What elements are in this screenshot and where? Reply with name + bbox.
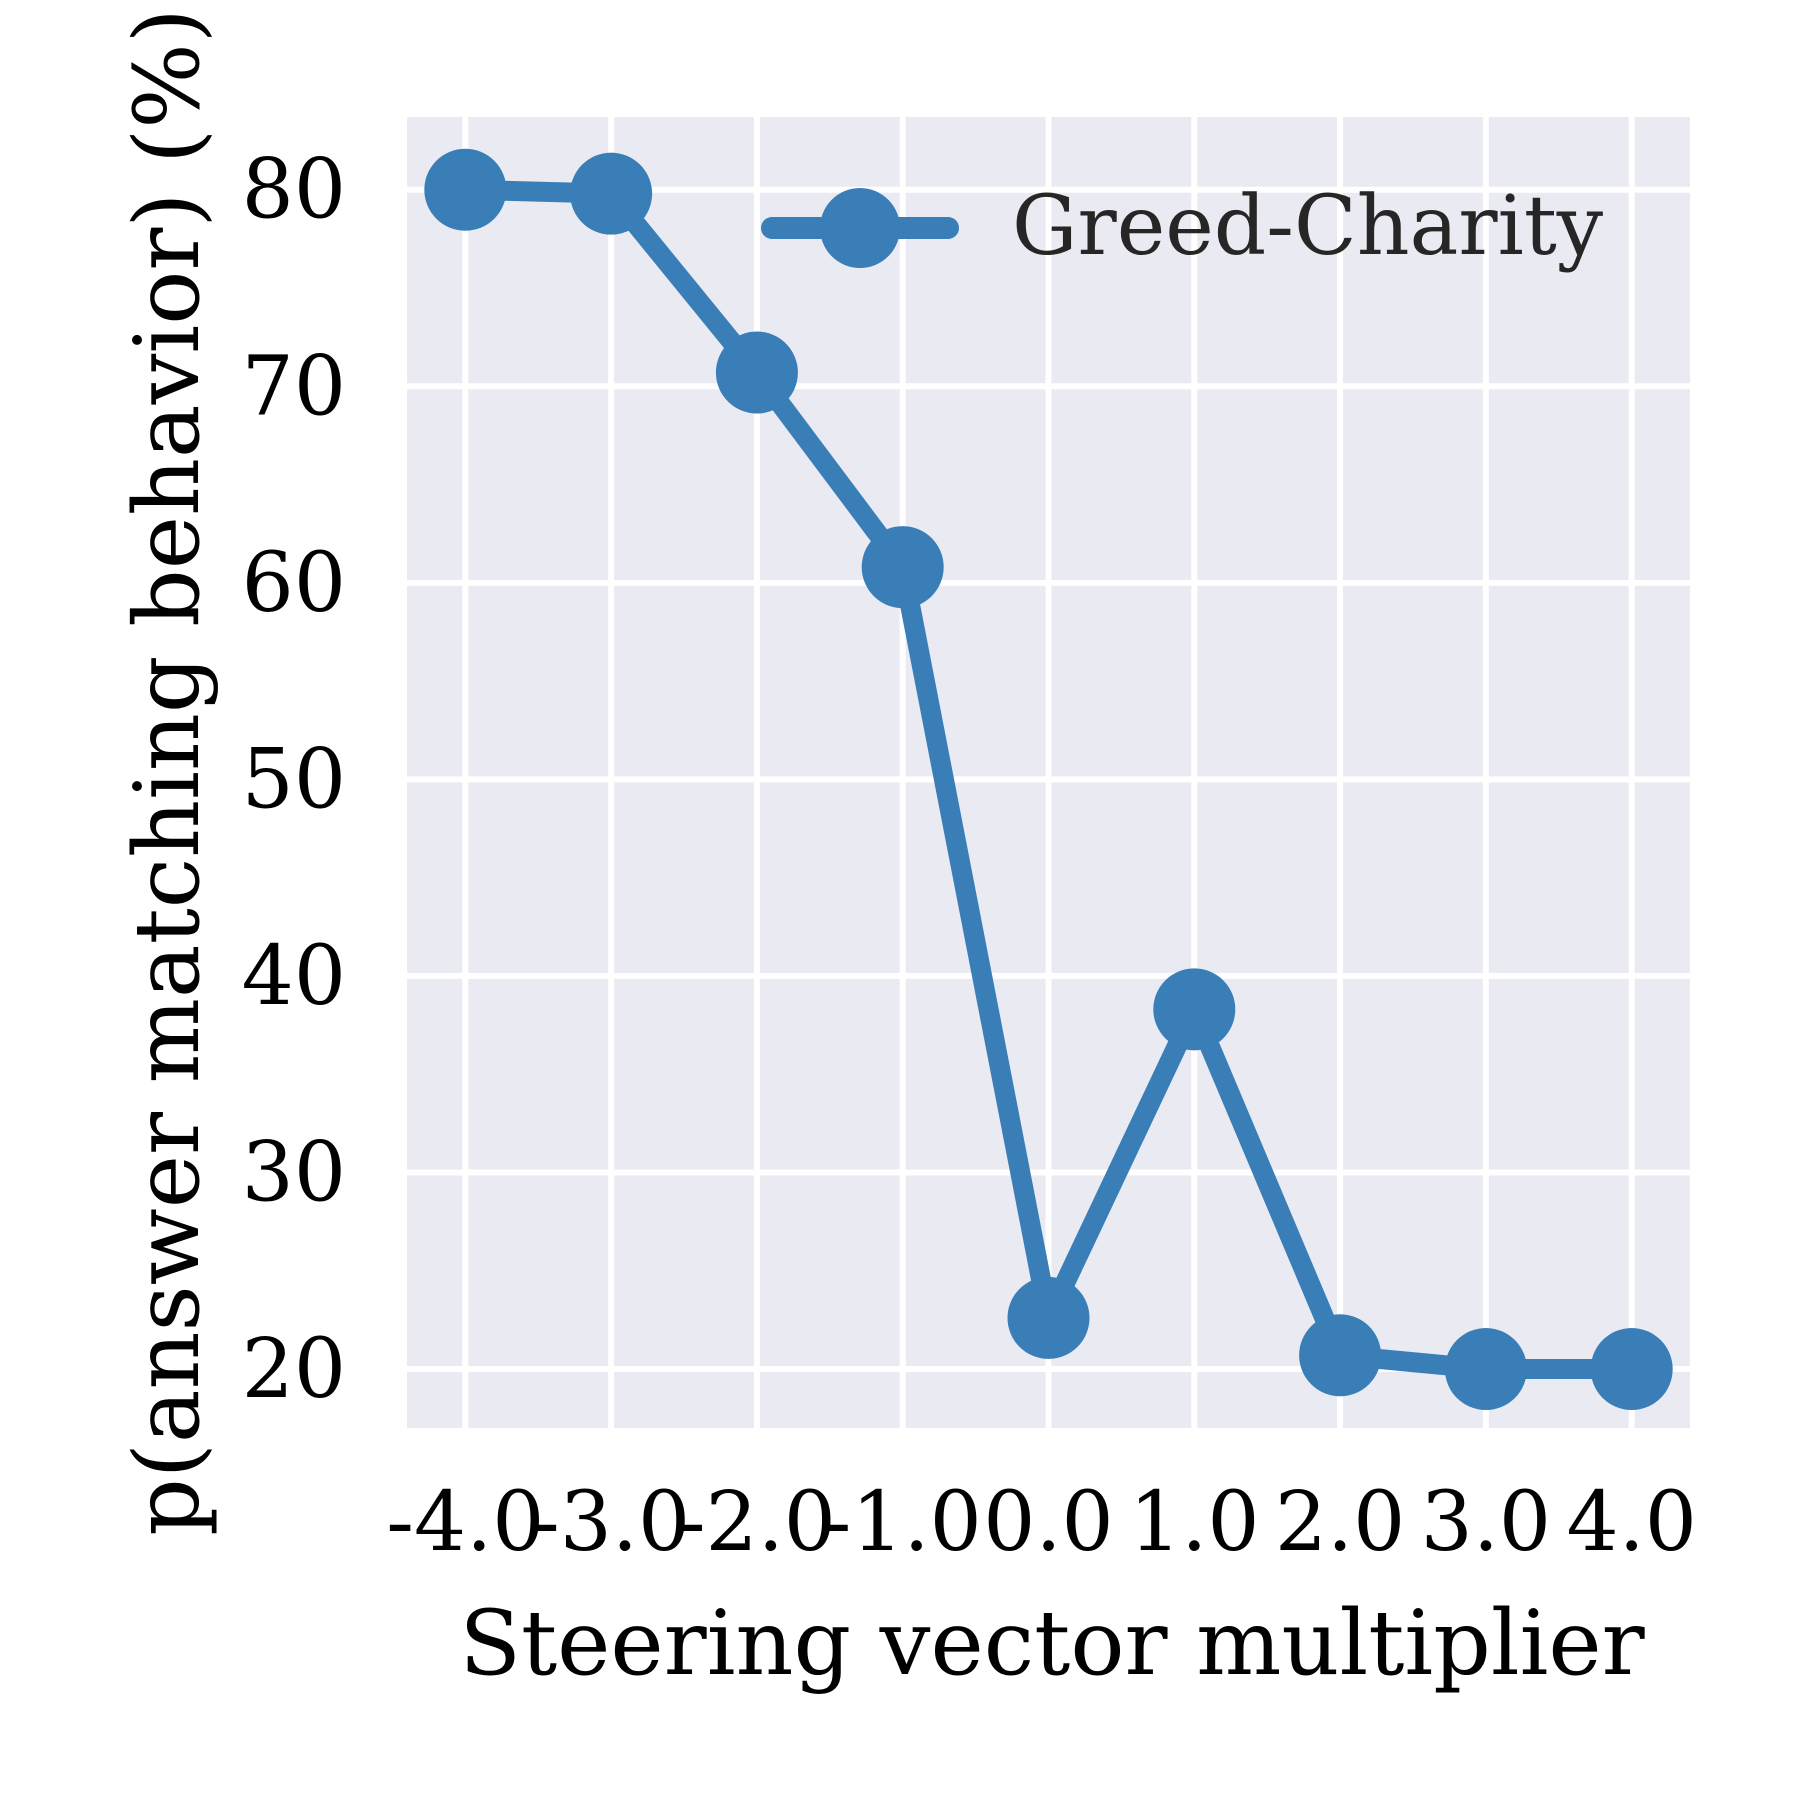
y-axis-label: p(answer matching behavior) (%) bbox=[115, 8, 220, 1536]
x-tick-label: 1.0 bbox=[1129, 1475, 1259, 1570]
legend-series-label: Greed-Charity bbox=[1012, 179, 1604, 274]
data-point bbox=[1444, 1328, 1527, 1411]
y-tick-label: 60 bbox=[242, 536, 346, 631]
x-tick-label: 3.0 bbox=[1421, 1475, 1551, 1570]
x-tick-label: 4.0 bbox=[1566, 1475, 1696, 1570]
legend: Greed-Charity bbox=[761, 179, 1604, 274]
data-point bbox=[570, 152, 653, 235]
x-tick-label: -4.0 bbox=[386, 1475, 544, 1570]
y-tick-label: 20 bbox=[242, 1322, 346, 1417]
data-point bbox=[715, 331, 798, 414]
x-axis-label: Steering vector multiplier bbox=[459, 1591, 1645, 1696]
x-tick-label: 0.0 bbox=[983, 1475, 1113, 1570]
y-tick-label: 50 bbox=[242, 732, 346, 827]
tick-labels: -4.0-3.0-2.0-1.0 0.0 1.0 2.0 3.0 4.0 20 30 40 50 6… bbox=[242, 143, 1697, 1570]
x-tick-label: -2.0 bbox=[678, 1475, 836, 1570]
x-tick-label: -3.0 bbox=[532, 1475, 690, 1570]
data-point bbox=[1590, 1328, 1673, 1411]
series-layer bbox=[424, 148, 1673, 1411]
data-point bbox=[861, 526, 944, 609]
x-tick-label: 2.0 bbox=[1275, 1475, 1405, 1570]
y-tick-label: 40 bbox=[242, 929, 346, 1024]
y-tick-label: 30 bbox=[242, 1125, 346, 1220]
y-tick-label: 80 bbox=[242, 143, 346, 238]
data-point bbox=[424, 148, 507, 231]
data-point bbox=[1153, 968, 1236, 1051]
x-tick-label: -1.0 bbox=[824, 1475, 982, 1570]
y-tick-label: 70 bbox=[242, 339, 346, 434]
legend-series-marker bbox=[820, 188, 900, 268]
data-point bbox=[1299, 1314, 1382, 1397]
data-point bbox=[1007, 1276, 1090, 1359]
